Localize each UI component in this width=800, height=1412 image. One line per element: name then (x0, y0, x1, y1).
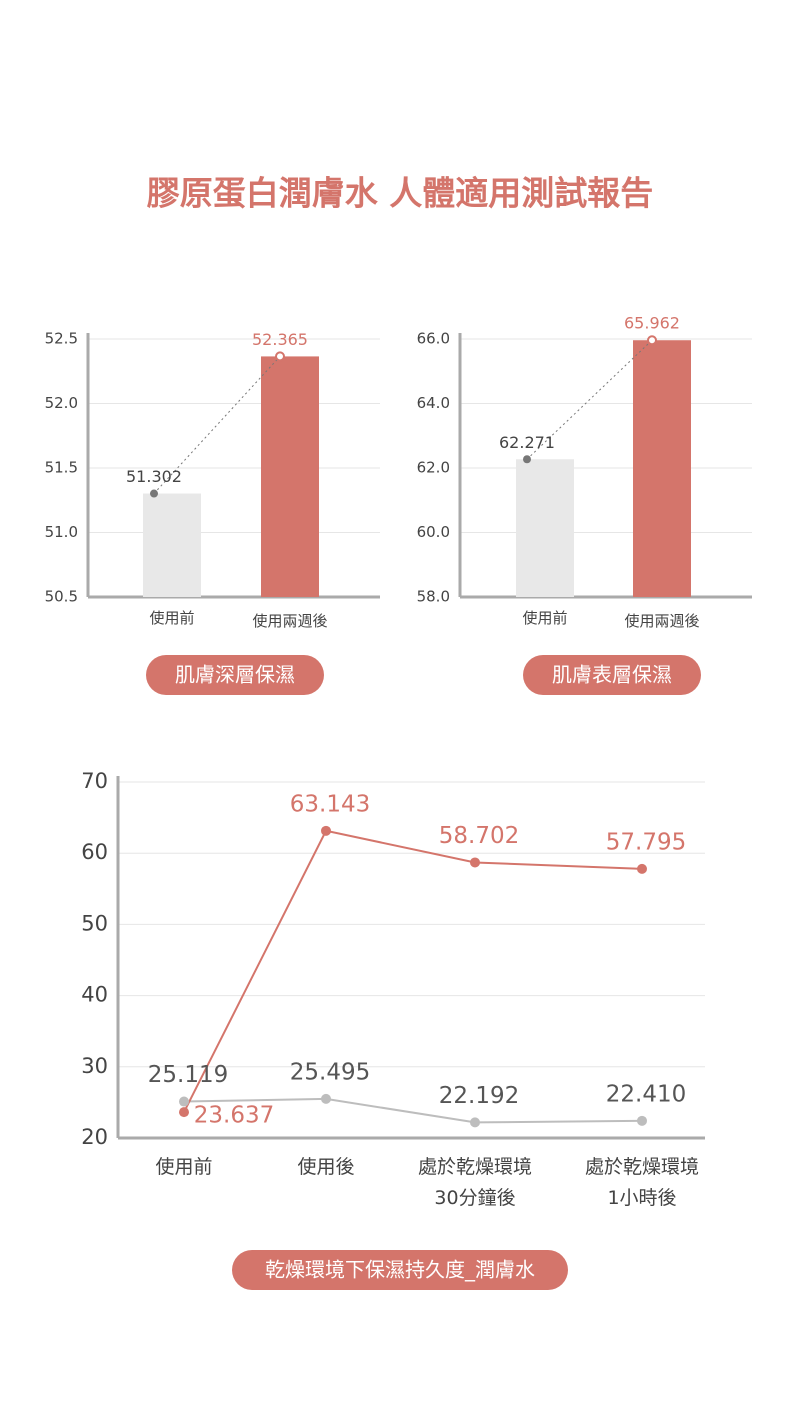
page-title: 膠原蛋白潤膚水 人體適用測試報告 (147, 174, 654, 213)
y-tick-label: 66.0 (417, 330, 450, 348)
point (637, 1115, 647, 1126)
point (321, 825, 331, 836)
point (179, 1107, 189, 1118)
caption-pill (232, 1250, 568, 1290)
bar (516, 459, 574, 597)
y-tick-label: 60.0 (417, 523, 450, 541)
y-tick-label: 64.0 (417, 394, 450, 412)
bar (261, 356, 319, 597)
caption: 肌膚深層保濕 (175, 663, 295, 687)
y-tick-label: 50 (81, 911, 108, 935)
x-tick-label: 使用前 (149, 609, 195, 627)
y-tick-label: 70 (81, 769, 108, 793)
y-tick-label: 40 (81, 983, 108, 1007)
x-tick-label: 使用兩週後 (624, 612, 700, 630)
data-label: 62.271 (499, 433, 555, 452)
y-tick-label: 52.0 (45, 394, 78, 412)
bar (143, 493, 201, 597)
y-tick-label: 50.5 (45, 588, 78, 606)
trend-line (526, 339, 653, 460)
caption: 乾燥環境下保濕持久度_潤膚水 (265, 1258, 535, 1282)
caption: 肌膚表層保濕 (552, 663, 672, 687)
y-tick-label: 20 (81, 1125, 108, 1149)
point (470, 1117, 480, 1128)
caption-pill (523, 655, 701, 695)
data-label: 23.637 (194, 1103, 274, 1129)
data-label: 25.119 (148, 1062, 228, 1088)
line (183, 1097, 643, 1124)
trend-line (153, 356, 281, 494)
point (179, 1096, 189, 1107)
point (150, 489, 158, 498)
y-tick-label: 62.0 (417, 459, 450, 477)
x-tick-label: 使用前 (522, 609, 568, 627)
point (470, 857, 480, 868)
y-tick-label: 51.5 (45, 459, 78, 477)
y-tick-label: 60 (81, 840, 108, 864)
x-tick-label: 使用後 (297, 1156, 355, 1178)
point (637, 863, 647, 874)
x-tick-label: 處於乾燥環境 1小時後 (584, 1156, 699, 1209)
data-label: 22.410 (606, 1081, 686, 1107)
caption-pill (146, 655, 324, 695)
point (321, 1093, 331, 1104)
x-tick-label: 使用前 (155, 1156, 213, 1178)
y-tick-label: 52.5 (45, 330, 78, 348)
y-tick-label: 58.0 (417, 588, 450, 606)
data-label: 25.495 (290, 1059, 370, 1085)
data-label: 51.302 (126, 467, 182, 486)
y-tick-label: 30 (81, 1054, 108, 1078)
point (647, 335, 657, 346)
data-label: 58.702 (439, 823, 519, 849)
x-tick-label: 使用兩週後 (252, 612, 328, 630)
point (275, 351, 285, 362)
y-tick-label: 51.0 (45, 523, 78, 541)
bar (633, 340, 691, 597)
data-label: 52.365 (252, 330, 308, 349)
data-label: 22.192 (439, 1083, 519, 1109)
line (183, 829, 643, 1113)
data-label: 57.795 (606, 829, 686, 855)
x-tick-label: 處於乾燥環境 30分鐘後 (417, 1156, 532, 1209)
data-label: 63.143 (290, 791, 370, 817)
data-label: 65.962 (624, 314, 680, 333)
point (523, 455, 531, 464)
